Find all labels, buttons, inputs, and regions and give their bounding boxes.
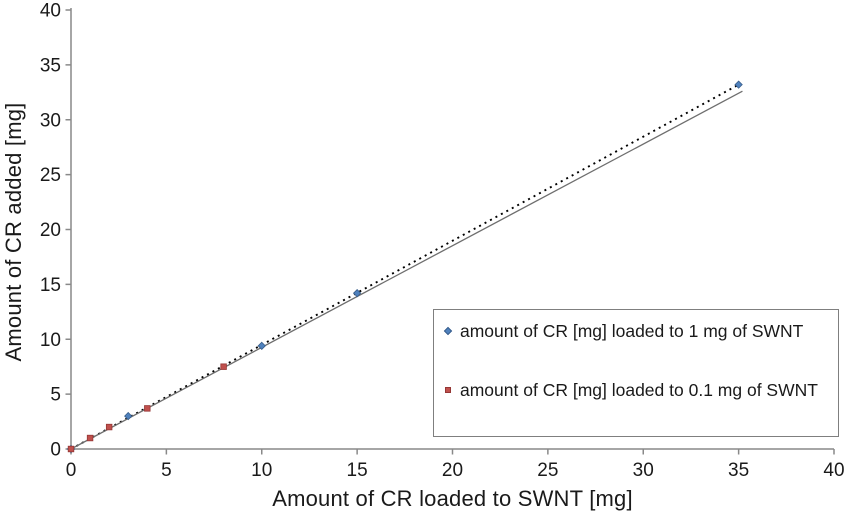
- data-point-square: [220, 363, 227, 370]
- square-marker-icon: [445, 387, 451, 393]
- y-tick-label: 15: [40, 275, 61, 296]
- x-tick-label: 10: [251, 460, 272, 481]
- y-tick-label: 30: [40, 110, 61, 131]
- x-tick-label: 35: [728, 460, 749, 481]
- y-tick-label: 10: [40, 330, 61, 351]
- y-tick-label: 25: [40, 165, 61, 186]
- y-tick-label: 35: [40, 55, 61, 76]
- y-tick-label: 40: [40, 1, 61, 22]
- trendline-dotted: [70, 83, 740, 450]
- diamond-marker-icon: [443, 326, 453, 336]
- data-point-diamond: [352, 288, 362, 298]
- data-point-diamond: [734, 80, 743, 89]
- x-tick-label: 20: [442, 460, 463, 481]
- y-tick-label: 20: [40, 220, 61, 241]
- legend: amount of CR [mg] loaded to 1 mg of SWNT…: [433, 309, 839, 437]
- y-tick-label: 0: [50, 440, 61, 461]
- data-point-square: [144, 405, 151, 412]
- x-tick-label: 40: [823, 460, 844, 481]
- data-point-diamond: [257, 341, 266, 351]
- x-tick-label: 5: [161, 460, 172, 481]
- data-point-diamond: [124, 411, 133, 421]
- legend-entry-series-0p1mg: amount of CR [mg] loaded to 0.1 mg of SW…: [445, 378, 830, 428]
- x-tick-label: 15: [347, 460, 368, 481]
- x-tick-label: 0: [66, 460, 77, 481]
- x-tick-label: 25: [537, 460, 558, 481]
- data-point-square: [105, 423, 113, 431]
- data-point-square: [86, 434, 94, 442]
- legend-label-series-1mg: amount of CR [mg] loaded to 1 mg of SWNT: [460, 321, 804, 341]
- x-tick-label: 30: [633, 460, 654, 481]
- x-axis-title: Amount of CR loaded to SWNT [mg]: [272, 486, 633, 511]
- legend-label-series-0p1mg: amount of CR [mg] loaded to 0.1 mg of SW…: [460, 380, 818, 400]
- y-axis-title: Amount of CR added [mg]: [1, 102, 26, 362]
- y-tick-label: 5: [50, 385, 61, 406]
- trendline-solid: [70, 90, 743, 450]
- data-point-square: [67, 445, 75, 453]
- legend-entry-series-1mg: amount of CR [mg] loaded to 1 mg of SWNT: [443, 319, 830, 369]
